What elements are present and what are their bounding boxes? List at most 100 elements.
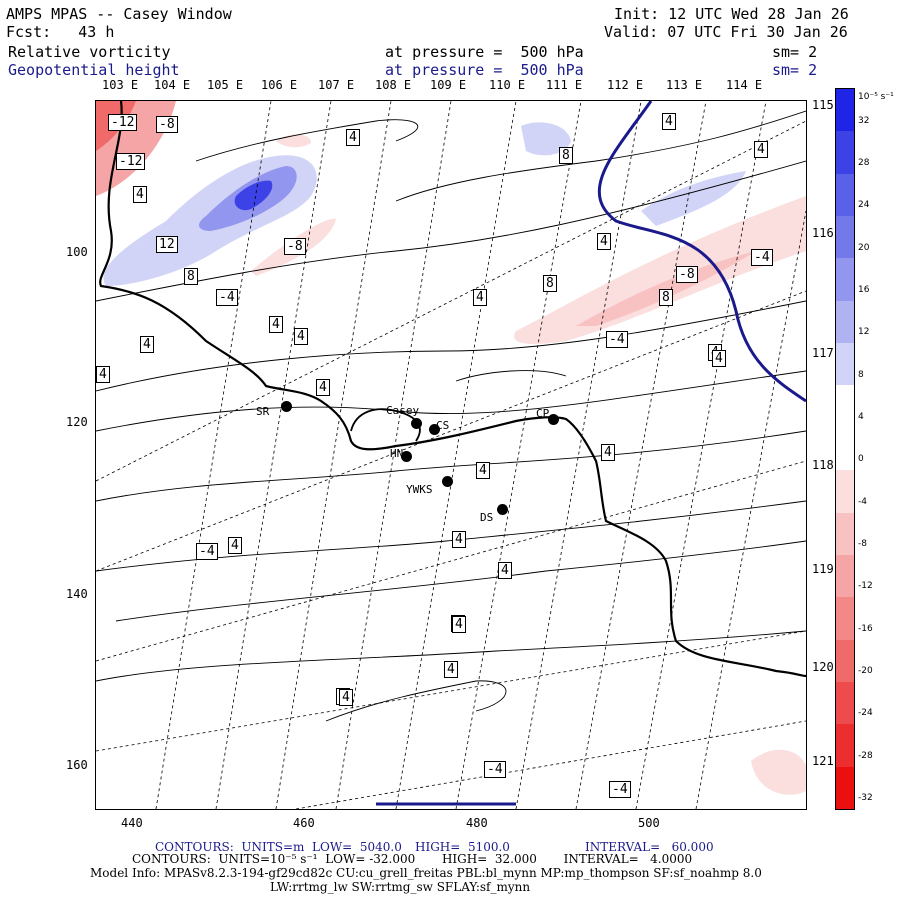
station-name: Casey [386, 404, 420, 417]
colorbar-label: 4 [858, 412, 864, 422]
map-panel[interactable]: -12-8-124128-8-4884-8-44844-4444444-4444… [95, 100, 807, 810]
vorticity-positive-east2 [641, 171, 746, 226]
station-marker [497, 504, 508, 515]
station-marker [401, 451, 412, 462]
contour-label: -8 [676, 266, 698, 283]
station-name: YWKS [406, 483, 433, 496]
lon-top-label: 103 E [102, 78, 139, 92]
footer-height-contours: CONTOURS: UNITS=m LOW= 5040.0 [155, 840, 402, 854]
contour-label: -4 [484, 761, 506, 778]
contour-label: -4 [196, 543, 218, 560]
contour-label: 12 [156, 236, 178, 253]
station-name: HN [390, 447, 404, 460]
colorbar-segment [836, 427, 854, 471]
contour-label: -4 [216, 289, 238, 306]
contour-label: 4 [96, 366, 110, 383]
vorticity-negative-n [276, 134, 311, 148]
contour-label: 4 [294, 328, 308, 345]
colorbar-label: -16 [858, 623, 873, 634]
lon-top-label: 109 E [430, 78, 467, 92]
contour-label: 4 [140, 336, 154, 353]
vorticity-positive-east [521, 122, 571, 156]
colorbar-segment [836, 343, 854, 386]
contour-label: 8 [559, 147, 573, 164]
colorbar-label: 8 [858, 369, 864, 380]
field2-level: at pressure = 500 hPa [385, 61, 584, 79]
vorticity-negative-east [514, 196, 806, 344]
colorbar-segment [836, 258, 854, 301]
colorbar-label: 12 [858, 327, 870, 338]
contour-label: -12 [108, 114, 138, 131]
contour-label: -4 [609, 781, 631, 798]
colorbar-unit: 10⁻⁵ s⁻¹ [858, 92, 894, 102]
contour-label: -8 [156, 116, 178, 133]
contour-label: 4 [452, 616, 466, 633]
x-tick-label: 460 [293, 816, 315, 830]
contour-label: 4 [133, 186, 147, 203]
y-tick-label: 120 [66, 415, 88, 429]
contour-label: 4 [712, 350, 726, 367]
contour-label: 4 [597, 233, 611, 250]
colorbar-label: -8 [858, 539, 867, 550]
lon-top-label: 113 E [666, 78, 703, 92]
field2-name: Geopotential height [8, 61, 180, 79]
colorbar-segment [836, 766, 854, 809]
contour-label: 4 [316, 379, 330, 396]
plot-title: AMPS MPAS -- Casey Window [6, 5, 232, 23]
forecast-hour: Fcst: 43 h [6, 23, 115, 41]
field1-level: at pressure = 500 hPa [385, 43, 584, 61]
contour-label: 8 [184, 268, 198, 285]
lon-top-label: 111 E [546, 78, 583, 92]
station-marker [548, 414, 559, 425]
y-tick-label: 140 [66, 587, 88, 601]
colorbar-segment [836, 300, 854, 344]
colorbar-label: -32 [858, 793, 873, 804]
lon-top-label: 112 E [607, 78, 644, 92]
colorbar-segment [836, 597, 854, 640]
contour-label: 4 [498, 562, 512, 579]
valid-time: Valid: 07 UTC Fri 30 Jan 26 [604, 23, 848, 41]
station-name: DS [480, 511, 494, 524]
lon-top-label: 107 E [318, 78, 355, 92]
lon-top-label: 110 E [489, 78, 526, 92]
coastline [99, 101, 806, 678]
vorticity-negative-se [751, 749, 806, 795]
colorbar-label: 32 [858, 115, 870, 126]
contour-label: 4 [452, 531, 466, 548]
colorbar-segment [836, 512, 854, 555]
contour-label: -12 [116, 153, 146, 170]
field1-name: Relative vorticity [8, 43, 171, 61]
geopotential-height-contour [597, 101, 806, 403]
colorbar-segment [836, 385, 854, 428]
init-time: Init: 12 UTC Wed 28 Jan 26 [614, 5, 849, 23]
station-name: CP [536, 407, 550, 420]
colorbar-label: 24 [858, 200, 870, 211]
field1-smoothing: sm= 2 [772, 43, 818, 61]
x-tick-label: 500 [638, 816, 660, 830]
contour-label: 4 [662, 113, 676, 130]
contour-label: 8 [543, 275, 557, 292]
x-tick-label: 480 [466, 816, 488, 830]
colorbar-segment [836, 470, 854, 513]
station-name: SR [256, 405, 270, 418]
contour-label: 4 [601, 444, 615, 461]
y-tick-label: 160 [66, 758, 88, 772]
colorbar-segment [836, 681, 854, 725]
field2-smoothing: sm= 2 [772, 61, 818, 79]
colorbar-segment [836, 724, 854, 767]
lon-top-label: 108 E [375, 78, 412, 92]
colorbar-label: -28 [858, 750, 873, 761]
footer-model-info-2: LW:rrtmg_lw SW:rrtmg_sw SFLAY:sf_mynn [270, 880, 531, 894]
vorticity-contours [96, 110, 806, 722]
footer-height-interval: INTERVAL= 60.000 [585, 840, 714, 854]
lon-top-label: 105 E [207, 78, 244, 92]
island-coast [350, 408, 421, 442]
lon-top-label: 106 E [261, 78, 298, 92]
y-tick-label: 100 [66, 245, 88, 259]
colorbar-segment [836, 554, 854, 598]
colorbar-label: -12 [858, 581, 873, 592]
lon-top-label: 114 E [726, 78, 763, 92]
contour-label: 4 [228, 537, 242, 554]
colorbar-label: -4 [858, 496, 867, 507]
colorbar-label: 16 [858, 284, 870, 295]
